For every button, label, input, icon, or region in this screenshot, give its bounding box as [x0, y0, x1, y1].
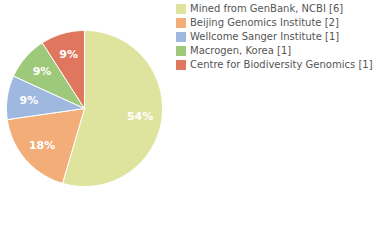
svg-text:18%: 18% [29, 139, 55, 152]
html-text:Mined from GenBank, NCBI [6]: Mined from GenBank, NCBI [6] [190, 3, 344, 14]
html-text:Beijing Genomics Institute [2]: Beijing Genomics Institute [2] [190, 17, 339, 28]
html-text:Centre for Biodiversity Genomi: Centre for Biodiversity Genomics [1] [190, 59, 373, 70]
svg-text:9%: 9% [59, 48, 78, 61]
html-text:Macrogen, Korea [1]: Macrogen, Korea [1] [190, 45, 292, 56]
html-text:Wellcome Sanger Institute [1]: Wellcome Sanger Institute [1] [190, 31, 340, 42]
svg-text:9%: 9% [20, 94, 39, 107]
svg-text:54%: 54% [127, 110, 153, 123]
svg-text:9%: 9% [33, 65, 52, 78]
